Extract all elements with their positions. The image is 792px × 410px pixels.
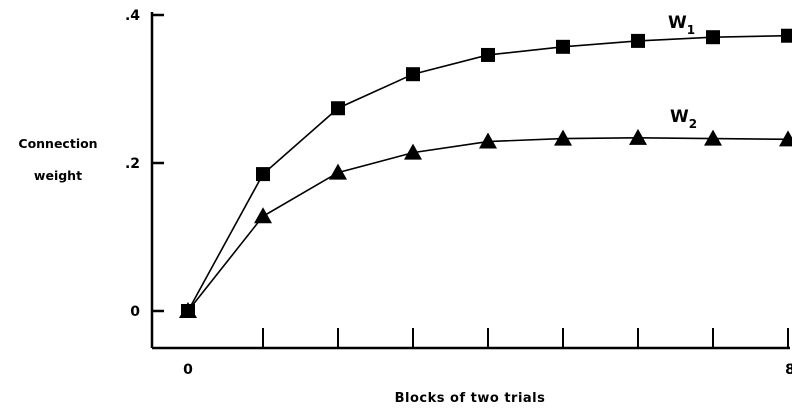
series-label: W2	[670, 107, 697, 131]
data-point-triangle	[554, 129, 572, 146]
x-axis-title: Blocks of two trials	[395, 391, 546, 406]
data-point-square	[706, 30, 720, 45]
axes	[150, 12, 790, 350]
data-point-triangle	[629, 128, 647, 145]
labels: .4 .2 0 0 8 Blocks of two trials Connection wei…	[18, 8, 792, 406]
data-point-square	[406, 67, 420, 82]
data-point-triangle	[254, 207, 272, 224]
data-point-triangle	[404, 143, 422, 160]
x-tick-label: 0	[183, 362, 193, 378]
series-line	[187, 34, 789, 312]
data-point-triangle	[479, 132, 497, 149]
series-line	[187, 137, 789, 312]
y-tick-label: .2	[125, 156, 140, 172]
data-point-square	[556, 39, 570, 54]
series-layer	[179, 28, 792, 318]
data-point-triangle	[329, 163, 347, 180]
y-tick-label: 0	[130, 304, 140, 320]
y-tick-label: .4	[125, 8, 140, 24]
data-point-square	[631, 33, 645, 48]
data-point-triangle	[179, 302, 197, 318]
y-axis-title-line: Connection	[18, 136, 97, 151]
data-point-triangle	[779, 130, 792, 147]
data-point-square	[256, 167, 270, 182]
series-triangle	[179, 128, 792, 318]
data-point-square	[481, 47, 495, 62]
series-label: W1	[668, 13, 695, 37]
series-square	[181, 28, 792, 318]
data-point-square	[781, 28, 792, 43]
x-tick-label: 8	[785, 362, 792, 378]
y-axis-title-line: weight	[34, 168, 82, 183]
data-point-square	[331, 101, 345, 116]
data-point-triangle	[704, 129, 722, 146]
